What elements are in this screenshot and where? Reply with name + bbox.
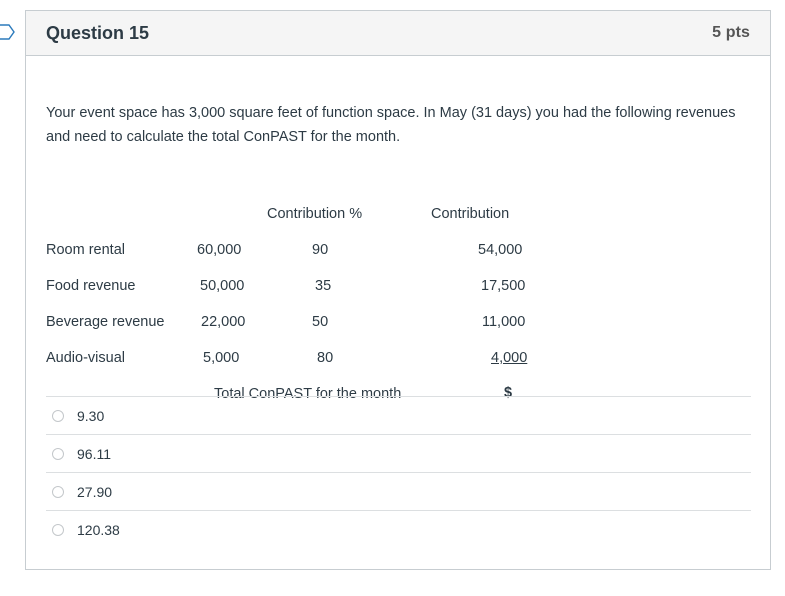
header-contribution-pct: Contribution % <box>267 206 363 222</box>
row-label: Beverage revenue <box>46 314 165 330</box>
row-revenue: 50,000 <box>200 278 245 294</box>
answer-option[interactable]: 120.38 <box>46 510 751 548</box>
flag-question-icon[interactable] <box>0 22 16 42</box>
radio-button[interactable] <box>52 485 64 498</box>
header-contribution: Contribution <box>431 206 510 222</box>
row-revenue: 60,000 <box>197 242 242 258</box>
answer-label[interactable]: 27.90 <box>77 483 113 500</box>
question-header: Question 15 5 pts <box>26 11 770 56</box>
row-pct: 50 <box>312 314 329 330</box>
row-revenue: 22,000 <box>201 314 246 330</box>
answer-label[interactable]: 9.30 <box>77 407 105 424</box>
radio-button[interactable] <box>52 447 64 460</box>
row-pct: 35 <box>315 278 332 294</box>
answer-list: 9.30 96.11 27.90 120.38 <box>46 396 751 548</box>
row-revenue: 5,000 <box>203 350 240 366</box>
total-blank: ___________ <box>528 382 623 398</box>
row-contribution: 17,500 <box>481 278 526 294</box>
row-label: Food revenue <box>46 278 136 294</box>
answer-label[interactable]: 120.38 <box>77 521 120 538</box>
answer-option[interactable]: 27.90 <box>46 472 751 510</box>
row-label: Audio-visual <box>46 350 125 366</box>
question-card: Question 15 5 pts Your event space has 3… <box>25 10 771 570</box>
answer-label[interactable]: 96.11 <box>77 445 111 462</box>
question-prompt: Your event space has 3,000 square feet o… <box>46 105 736 145</box>
answer-option[interactable]: 9.30 <box>46 396 751 434</box>
row-pct: 90 <box>312 242 329 258</box>
total-label: Total ConPAST for the month <box>214 386 402 402</box>
row-contribution: 54,000 <box>478 242 523 258</box>
question-title: Question 15 <box>46 22 150 43</box>
radio-button[interactable] <box>52 409 64 422</box>
radio-button[interactable] <box>52 523 64 536</box>
row-pct: 80 <box>317 350 334 366</box>
row-contribution: 4,000 <box>491 350 528 366</box>
total-currency: $ <box>504 385 513 401</box>
row-contribution: 11,000 <box>482 314 526 330</box>
answer-option[interactable]: 96.11 <box>46 434 751 472</box>
question-points: 5 pts <box>712 24 750 41</box>
row-label: Room rental <box>46 242 125 258</box>
